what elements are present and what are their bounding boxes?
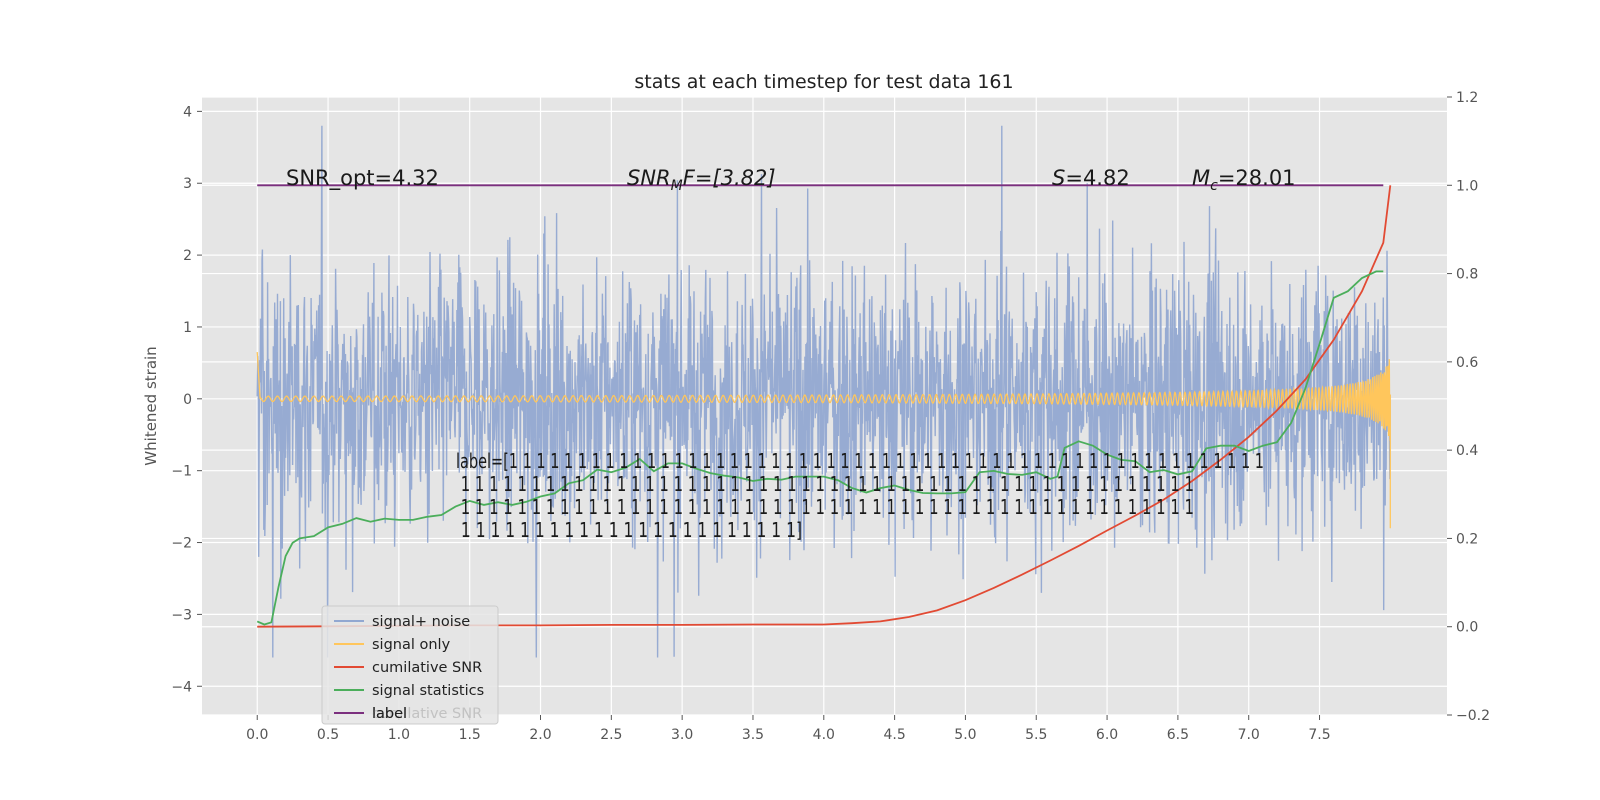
x-tick-label: 1.5	[459, 727, 481, 743]
y-tick-label: −3	[171, 607, 192, 623]
snr-mf-rest: F=[3.82]	[683, 166, 776, 190]
x-tick-label: 2.5	[600, 727, 622, 743]
y-right-tick-label: 0.8	[1456, 267, 1478, 283]
x-tick-label: 1.0	[388, 727, 410, 743]
label-line-4: 1 1 1 1 1 1 1 1 1 1 1 1 1 1 1 1 1 1 1 1 …	[456, 518, 802, 542]
axes-layer: 0.0 0.5 1.0 1.5 2.0 2.5 3.0 3.5 4.0 4.5 5.0 5.5 6.0 6…	[171, 90, 1490, 743]
annotation-snr-opt: SNR_opt=4.32	[286, 166, 439, 191]
series-signal-noise	[256, 125, 1391, 658]
x-tick-label: 6.0	[1096, 727, 1118, 743]
annotation-label-array: label=[1 1 1 1 1 1 1 1 1 1 1 1 1 1 1 1 1…	[456, 449, 1309, 542]
mc-value: =28.01	[1218, 166, 1296, 190]
chart-title: stats at each timestep for test data 161	[634, 71, 1013, 93]
x-tick-label: 0.0	[246, 727, 268, 743]
y-tick-label: 4	[183, 104, 192, 120]
y-right-tick-label: 0.0	[1456, 620, 1478, 636]
x-tick-label: 4.0	[813, 727, 835, 743]
snr-mf-subscript: M	[671, 178, 683, 194]
x-tick-label: 6.5	[1167, 727, 1189, 743]
x-tick-label: 3.5	[742, 727, 764, 743]
y-tick-label: −2	[171, 536, 192, 552]
y-tick-label: −1	[171, 464, 192, 480]
y-tick-label: 3	[183, 176, 192, 192]
s-value: =4.82	[1065, 166, 1129, 190]
legend-box	[321, 605, 499, 725]
x-tick-label: 7.0	[1238, 727, 1260, 743]
y-right-tick-label: 0.6	[1456, 355, 1478, 371]
legend-entry: signal statistics	[372, 683, 484, 699]
y-tick-label: −4	[171, 679, 192, 695]
annotation-mc: Mc=28.01	[1192, 166, 1296, 194]
mc-subscript: c	[1210, 178, 1218, 194]
annotation-s: S=4.82	[1052, 166, 1130, 190]
s-variable: S	[1052, 166, 1065, 190]
x-tick-label: 5.5	[1025, 727, 1047, 743]
legend-entry: signal+ noise	[372, 614, 470, 630]
legend: signal+ noise signal only cumilative SNR si…	[321, 605, 499, 725]
x-tick-label: 3.0	[671, 727, 693, 743]
series-cumilative-snr	[257, 185, 1392, 628]
series-layer	[256, 125, 1392, 658]
y-right-tick-label: 1.2	[1456, 90, 1478, 106]
annotation-snr-mf: SNRMF=[3.82]	[627, 166, 776, 194]
y-tick-label: 0	[183, 392, 192, 408]
label-line-1: label=[1 1 1 1 1 1 1 1 1 1 1 1 1 1 1 1 1…	[456, 449, 1264, 473]
annotation-layer: SNR_opt=4.32 SNRMF=[3.82] S=4.82 Mc=28.0…	[286, 166, 1309, 542]
label-line-3: 1 1 1 1 1 1 1 1 1 1 1 1 1 1 1 1 1 1 1 1 …	[456, 495, 1194, 519]
series-signal-statistics	[256, 270, 1384, 626]
x-tick-label: 7.5	[1308, 727, 1330, 743]
legend-entry: label	[372, 706, 407, 722]
x-tick-label: 5.0	[954, 727, 976, 743]
legend-entry-overlay: label	[372, 706, 407, 722]
legend-entry: signal only	[372, 637, 451, 653]
y-right-tick-label: 0.4	[1456, 443, 1478, 459]
y-axis-label: Whitened strain	[142, 346, 160, 465]
y-right-tick-label: −0.2	[1456, 708, 1490, 724]
x-tick-label: 4.5	[883, 727, 905, 743]
y-right-tick-label: 1.0	[1456, 178, 1478, 194]
snr-mf-base: SNR	[627, 166, 671, 190]
x-tick-label: 2.0	[529, 727, 551, 743]
legend-entry: cumilative SNR	[372, 660, 482, 676]
y-right-tick-label: 0.2	[1456, 531, 1478, 547]
series-signal-only	[256, 352, 1391, 529]
y-tick-label: 1	[183, 320, 192, 336]
label-line-2: 1 1 1 1 1 1 1 1 1 1 1 1 1 1 1 1 1 1 1 1 …	[456, 472, 1194, 496]
y-tick-label: 2	[183, 248, 192, 264]
x-tick-label: 0.5	[317, 727, 339, 743]
legend-ghost-text: cumilative SNR	[372, 706, 482, 722]
mc-base: M	[1192, 166, 1210, 190]
